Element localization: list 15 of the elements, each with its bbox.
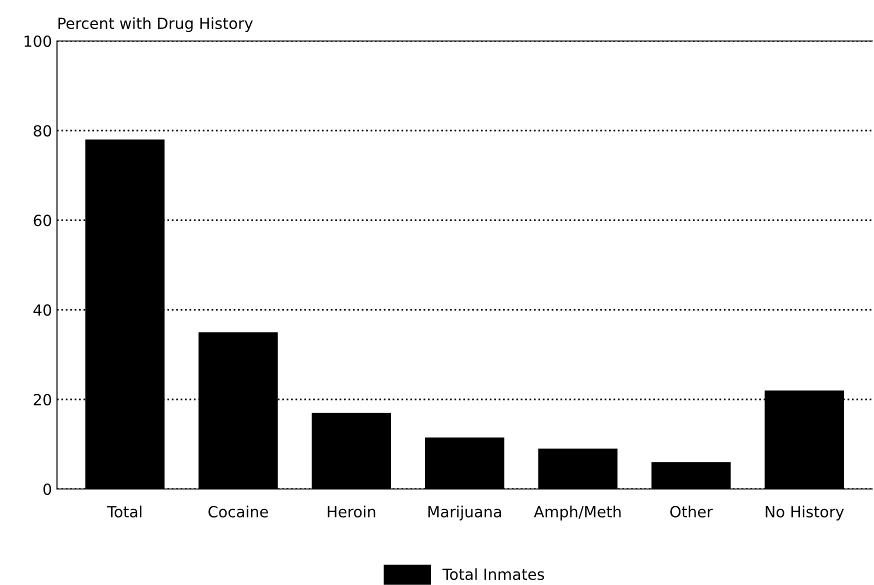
x-tick-label: Marijuana xyxy=(428,506,501,520)
y-axis-title: Percent with Drug History xyxy=(58,17,253,32)
x-tick-label: Amph/Meth xyxy=(534,506,621,520)
x-tick-label: Total xyxy=(107,506,142,518)
x-tick-label: Cocaine xyxy=(208,506,268,518)
y-tick-label: 0 xyxy=(43,483,52,496)
y-tick-label: 40 xyxy=(33,304,52,316)
x-tick-label: Heroin xyxy=(328,506,376,518)
y-tick-label: 100 xyxy=(24,35,52,48)
legend-label: Total Inmates xyxy=(442,568,544,580)
x-tick-label: No History xyxy=(766,506,844,520)
y-tick-label: 60 xyxy=(34,214,52,226)
x-tick-label: Other xyxy=(670,506,713,518)
y-tick-label: 20 xyxy=(34,394,52,406)
y-tick-label: 80 xyxy=(34,125,52,137)
